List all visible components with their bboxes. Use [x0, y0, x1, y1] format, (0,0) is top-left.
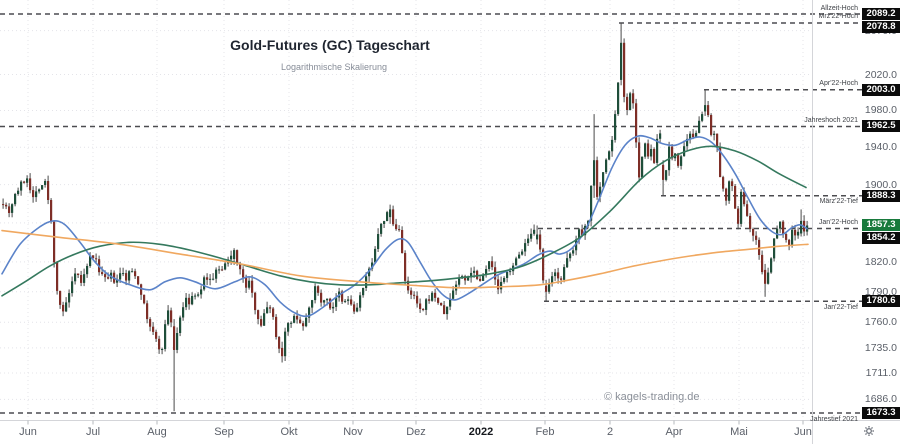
level-name-label: Mrz'22-Hoch — [818, 13, 858, 20]
chart-title: Gold-Futures (GC) Tageschart — [230, 37, 430, 53]
time-axis-label: Feb — [535, 426, 555, 438]
level-price-box: 2089.2 — [862, 8, 900, 20]
price-axis-label: 1760.0 — [864, 316, 897, 328]
price-axis-label: 1900.0 — [864, 179, 897, 191]
grid-lines — [0, 0, 812, 420]
time-axis-label: Mai — [730, 426, 748, 438]
level-name-label: Jahreshoch 2021 — [804, 117, 858, 124]
ma-slow-orange — [1, 229, 809, 289]
level-price-box: 1888.3 — [862, 190, 900, 202]
time-axis-label: Jun — [794, 426, 812, 438]
price-axis-label: 1686.0 — [864, 393, 897, 405]
price-axis-label: 1735.0 — [864, 342, 897, 354]
level-name-label: Allzeit-Hoch — [820, 5, 858, 12]
time-axis-label: 2022 — [468, 426, 494, 438]
time-axis-label: Nov — [343, 426, 363, 438]
level-price-box: 2078.8 — [862, 21, 900, 33]
level-name-label: Jan'22-Tief — [823, 304, 858, 311]
time-axis-label: Apr — [665, 426, 683, 438]
time-axis-label: Okt — [280, 426, 298, 438]
time-axis-label: Sep — [214, 426, 234, 438]
time-axis-label: Jun — [19, 426, 37, 438]
level-name-label: Apr'22-Hoch — [819, 80, 858, 87]
time-axis-label: Dez — [406, 426, 426, 438]
price-axis-label: 1820.0 — [864, 256, 897, 268]
time-axis-label: Aug — [147, 426, 167, 438]
level-name-label: Jan'22-Hoch — [818, 219, 858, 226]
settings-gear-icon[interactable] — [861, 423, 877, 439]
price-axis-label: 1980.0 — [864, 104, 897, 116]
price-axis-label: 2020.0 — [864, 69, 897, 81]
level-price-box: 1962.5 — [862, 120, 900, 132]
level-name-label: März'22-Tief — [819, 198, 858, 205]
ma-fast-blue — [1, 134, 808, 318]
plot-area[interactable] — [0, 0, 812, 420]
time-axis-label: 2 — [606, 426, 614, 438]
level-price-box: 1780.6 — [862, 295, 900, 307]
level-price-box: 1673.3 — [862, 407, 900, 419]
price-axis-label: 1940.0 — [864, 141, 897, 153]
time-axis-label: Jul — [85, 426, 101, 438]
price-axis-label: 1711.0 — [865, 367, 897, 379]
watermark-credit: © kagels-trading.de — [604, 391, 700, 403]
level-price-box: 2003.0 — [862, 84, 900, 96]
level-name-label: Jahrestief 2021 — [810, 416, 858, 423]
level-price-box: 1854.2 — [862, 232, 900, 244]
last-price-box: 1857.3 — [862, 219, 900, 231]
ma-medium-green — [1, 145, 807, 297]
chart-subtitle: Logarithmische Skalierung — [280, 62, 388, 72]
